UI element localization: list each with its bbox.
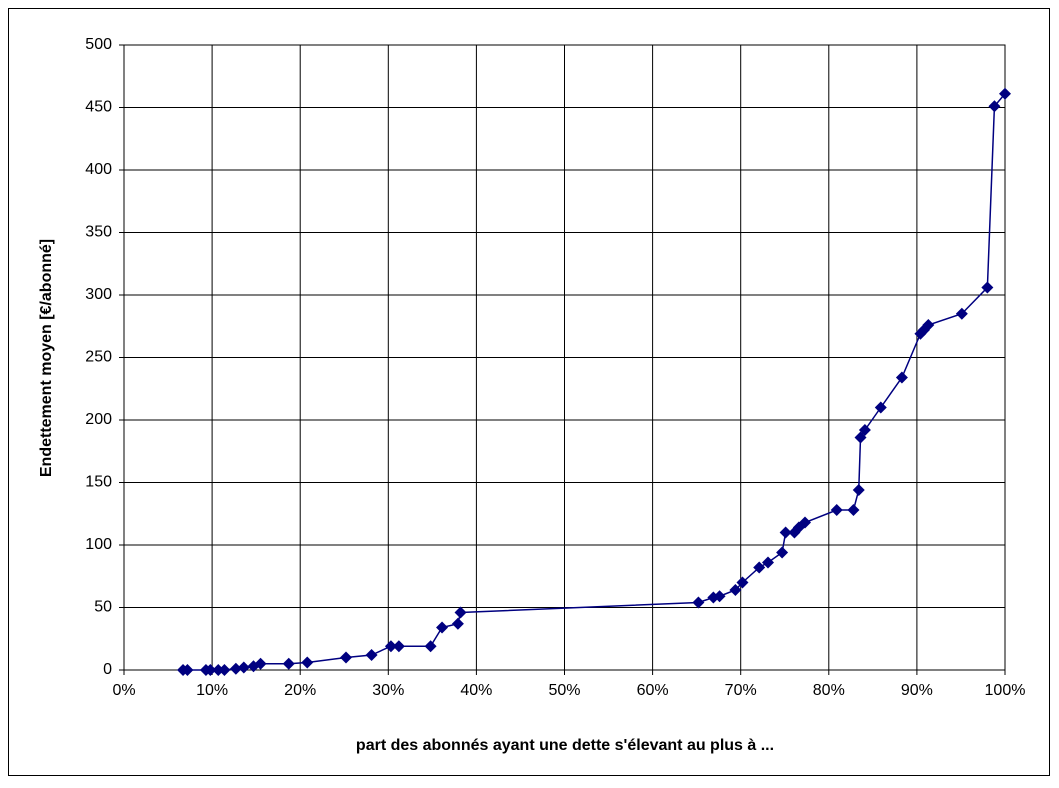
data-marker: [955, 307, 968, 320]
data-marker: [392, 640, 405, 653]
data-marker: [874, 401, 887, 414]
y-tick-label: 250: [85, 349, 112, 366]
data-marker: [762, 556, 775, 569]
data-marker: [454, 606, 467, 619]
x-tick-label: 0%: [112, 682, 135, 699]
y-tick-label: 0: [103, 661, 112, 678]
y-tick-label: 150: [85, 474, 112, 491]
y-axis-label: Endettement moyen [€/abonné]: [38, 239, 55, 477]
data-marker: [753, 561, 766, 574]
data-marker: [218, 664, 231, 676]
y-tick-label: 500: [85, 36, 112, 53]
data-marker: [895, 371, 908, 384]
data-marker: [340, 651, 353, 664]
x-tick-label: 60%: [637, 682, 669, 699]
data-marker: [212, 664, 225, 676]
x-tick-label: 70%: [725, 682, 757, 699]
data-marker: [999, 87, 1011, 100]
x-tick-label: 90%: [901, 682, 933, 699]
data-marker: [779, 526, 792, 539]
y-tick-label: 400: [85, 161, 112, 178]
y-tick-label: 100: [85, 536, 112, 553]
data-marker: [237, 661, 250, 674]
x-tick-label: 20%: [284, 682, 316, 699]
data-marker: [776, 546, 789, 559]
data-marker: [988, 100, 1001, 113]
data-marker: [713, 590, 726, 603]
data-marker: [799, 516, 812, 529]
data-marker: [229, 662, 242, 675]
data-marker: [301, 656, 314, 669]
x-axis-label: part des abonnés ayant une dette s'éleva…: [356, 737, 774, 754]
data-marker: [858, 424, 871, 436]
data-marker: [922, 319, 935, 331]
data-marker: [254, 657, 267, 670]
data-marker: [424, 640, 437, 653]
data-marker: [451, 617, 464, 630]
data-marker: [729, 584, 742, 596]
data-marker: [736, 576, 749, 589]
x-tick-label: 30%: [372, 682, 404, 699]
x-tick-label: 40%: [460, 682, 492, 699]
data-marker: [384, 640, 397, 653]
y-tick-label: 200: [85, 411, 112, 428]
data-marker: [981, 281, 994, 294]
y-tick-label: 450: [85, 99, 112, 116]
data-marker: [852, 484, 865, 496]
x-tick-label: 50%: [548, 682, 580, 699]
data-marker: [830, 504, 843, 516]
data-marker: [847, 504, 860, 516]
x-tick-label: 10%: [196, 682, 228, 699]
data-marker: [204, 664, 217, 676]
y-tick-label: 300: [85, 286, 112, 303]
x-tick-label: 100%: [985, 682, 1026, 699]
data-marker: [692, 596, 705, 609]
data-marker: [365, 649, 378, 661]
data-marker: [282, 657, 295, 670]
data-marker: [436, 621, 449, 634]
x-tick-label: 80%: [813, 682, 845, 699]
plot-frame: [123, 44, 1006, 671]
y-tick-label: 350: [85, 224, 112, 241]
data-marker: [181, 664, 194, 676]
y-tick-label: 50: [94, 599, 112, 616]
